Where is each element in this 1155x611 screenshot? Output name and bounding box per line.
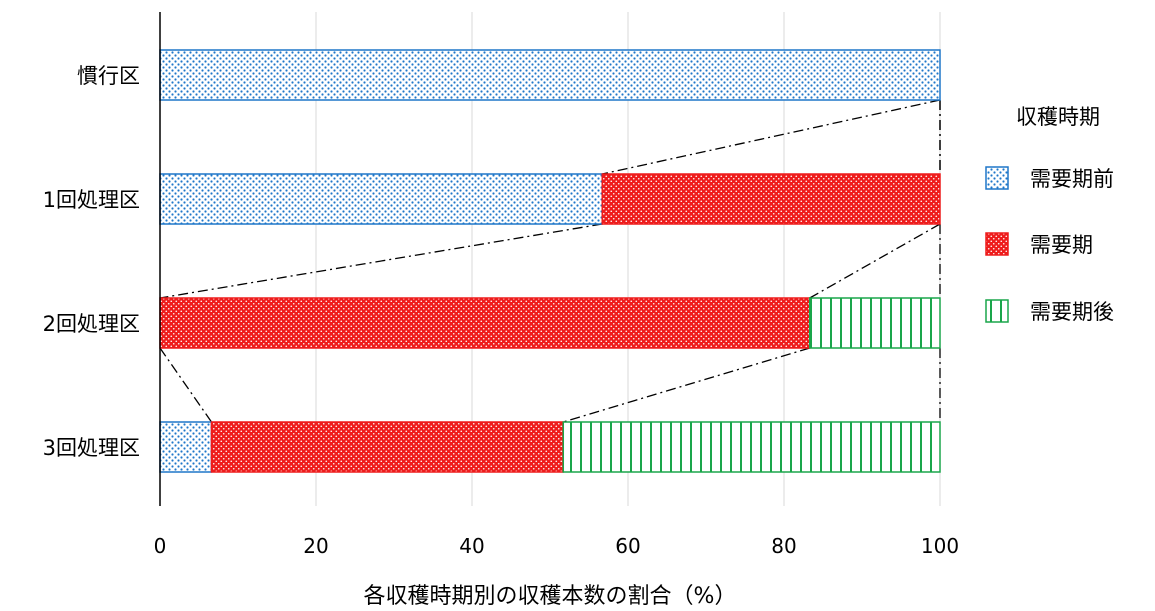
legend-swatch [985,299,1009,323]
x-axis-title: 各収穫時期別の収穫本数の割合（%） [364,584,737,609]
x-tick-label: 60 [615,534,640,558]
connector-lines [159,99,941,423]
x-tick-label: 0 [154,534,167,558]
connector-line [159,223,603,299]
x-tick-labels: 0 20 40 60 80 100 [154,534,959,558]
bar-segment [159,297,811,349]
connector-line [563,347,810,423]
x-tick-label: 20 [303,534,328,558]
connector-line [809,223,941,299]
x-tick-label: 100 [921,534,959,558]
x-tick-label: 80 [771,534,796,558]
bar-segment [601,173,941,225]
bars [159,49,941,473]
connector-line [159,347,213,423]
legend-label: 需要期後 [1030,300,1114,324]
bar-segment [159,173,604,225]
x-tick-label: 40 [459,534,484,558]
category-label: 2回処理区 [43,312,140,336]
category-label: 3回処理区 [43,436,140,460]
category-label: 1回処理区 [43,188,140,212]
legend-swatch [985,232,1009,256]
legend-title: 収穫時期 [1016,105,1100,129]
bar-segment [159,421,213,473]
legend-label: 需要期 [1030,233,1093,257]
connector-line [602,99,941,175]
bar-segment [562,421,941,473]
legend-label: 需要期前 [1030,167,1114,191]
bar-segment [210,421,565,473]
bar-segment [808,297,941,349]
category-label: 慣行区 [77,64,140,88]
legend-swatch [985,166,1009,190]
category-labels: 慣行区 1回処理区 2回処理区 3回処理区 [43,64,140,460]
bar-segment [159,49,941,101]
